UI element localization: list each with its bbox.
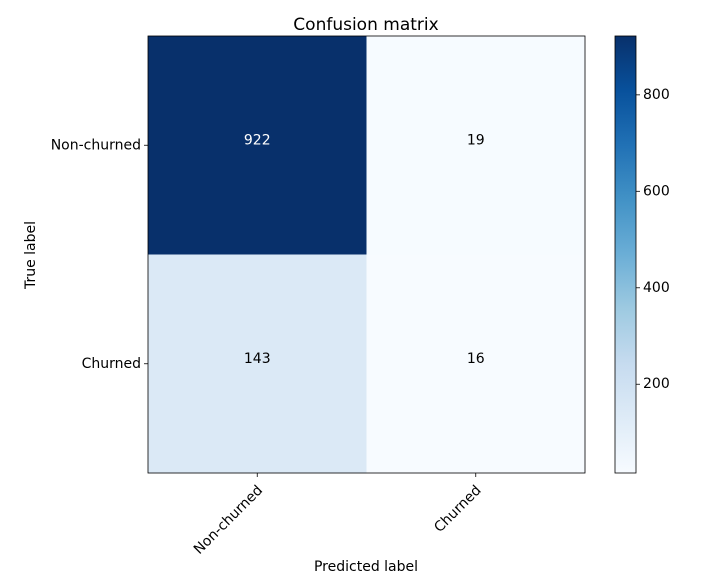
heatmap-cell — [366, 36, 586, 255]
colorbar-ticks: 200 400 600 800 — [636, 87, 670, 392]
x-axis-label: Predicted label — [314, 559, 418, 575]
colorbar-tick-label: 800 — [643, 87, 670, 103]
cell-value-label: 19 — [467, 132, 485, 148]
x-axis-ticks: Non-churned Churned — [191, 473, 485, 558]
heatmap-cell — [148, 36, 367, 255]
cell-value-label: 16 — [467, 351, 485, 367]
plot-frame — [147, 35, 586, 474]
y-axis-label: True label — [23, 221, 39, 290]
cell-value-label: 922 — [244, 132, 271, 148]
x-tick-label: Churned — [431, 483, 484, 536]
colorbar-tick-label: 200 — [643, 376, 670, 392]
colorbar-tick-label: 400 — [643, 280, 670, 296]
x-tick-label: Non-churned — [191, 483, 266, 558]
cell-value-label: 143 — [244, 351, 271, 367]
y-axis-ticks: Non-churned Churned — [51, 137, 148, 372]
y-tick-label: Non-churned — [51, 137, 141, 153]
y-tick-label: Churned — [82, 356, 141, 372]
heatmap-cell — [366, 254, 586, 474]
heatmap-cells — [148, 36, 586, 474]
chart-title: Confusion matrix — [293, 15, 438, 35]
heatmap-cell — [148, 254, 367, 474]
colorbar — [615, 36, 636, 473]
colorbar-frame — [614, 35, 637, 474]
heatmap-cell-labels: 922 19 143 16 — [244, 132, 485, 367]
colorbar-tick-label: 600 — [643, 183, 670, 199]
